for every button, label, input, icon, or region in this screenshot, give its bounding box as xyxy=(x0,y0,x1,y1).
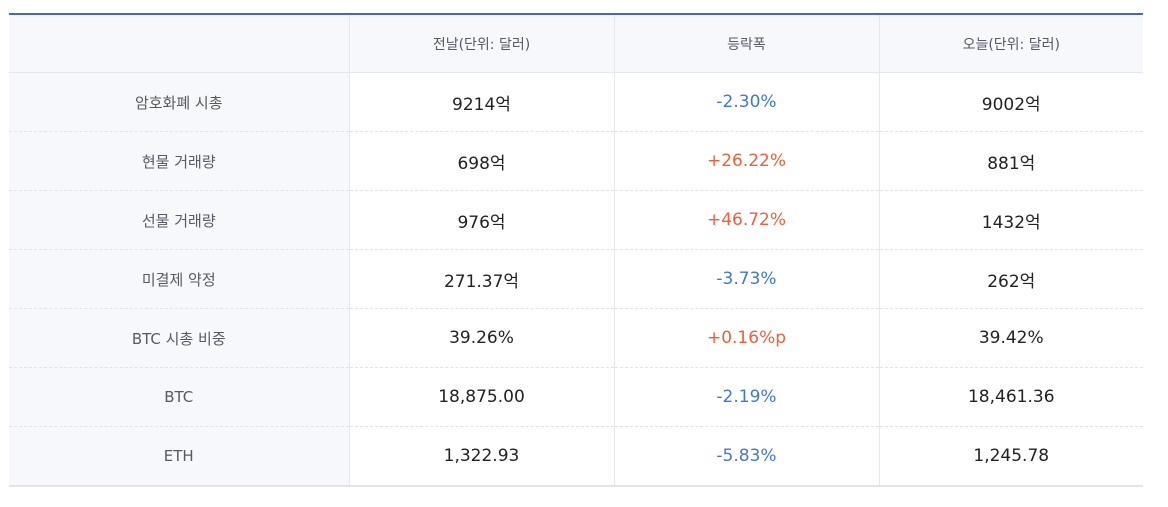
previous-value: 976억 xyxy=(348,190,614,250)
table-body: 암호화폐 시총 9214억 -2.30% 9002억 현물 거래량 698억 +… xyxy=(9,72,1143,486)
today-value: 1432억 xyxy=(878,190,1143,250)
table-row: 미결제 약정 271.37억 -3.73% 262억 xyxy=(9,249,1143,309)
today-value: 1,245.78 xyxy=(878,426,1143,486)
today-value: 39.42% xyxy=(878,308,1143,368)
crypto-market-table: 전날(단위: 달러) 등락폭 오늘(단위: 달러) 암호화폐 시총 9214억 … xyxy=(9,13,1143,487)
table-row: BTC 18,875.00 -2.19% 18,461.36 xyxy=(9,367,1143,427)
row-label: ETH xyxy=(9,426,349,486)
change-value: -2.19% xyxy=(613,367,879,427)
previous-value: 271.37억 xyxy=(348,249,614,309)
row-label: 선물 거래량 xyxy=(9,190,349,250)
header-item-column xyxy=(9,14,349,73)
table-row: ETH 1,322.93 -5.83% 1,245.78 xyxy=(9,426,1143,486)
header-change: 등락폭 xyxy=(613,14,879,73)
row-label: 현물 거래량 xyxy=(9,131,349,191)
previous-value: 1,322.93 xyxy=(348,426,614,486)
header-row: 전날(단위: 달러) 등락폭 오늘(단위: 달러) xyxy=(9,14,1143,73)
today-value: 9002억 xyxy=(878,72,1143,132)
table-row: BTC 시총 비중 39.26% +0.16%p 39.42% xyxy=(9,308,1143,368)
previous-value: 698억 xyxy=(348,131,614,191)
table-row: 현물 거래량 698억 +26.22% 881억 xyxy=(9,131,1143,191)
change-value: -3.73% xyxy=(613,249,879,309)
table-row: 선물 거래량 976억 +46.72% 1432억 xyxy=(9,190,1143,250)
change-value: +26.22% xyxy=(613,131,879,191)
change-value: -2.30% xyxy=(613,72,879,132)
header-today: 오늘(단위: 달러) xyxy=(878,14,1143,73)
crypto-market-table-container: 전날(단위: 달러) 등락폭 오늘(단위: 달러) 암호화폐 시총 9214억 … xyxy=(9,13,1143,487)
row-label: BTC xyxy=(9,367,349,427)
previous-value: 9214억 xyxy=(348,72,614,132)
header-previous-day: 전날(단위: 달러) xyxy=(348,14,614,73)
table-row: 암호화폐 시총 9214억 -2.30% 9002억 xyxy=(9,72,1143,132)
today-value: 18,461.36 xyxy=(878,367,1143,427)
table-header: 전날(단위: 달러) 등락폭 오늘(단위: 달러) xyxy=(9,14,1143,73)
previous-value: 18,875.00 xyxy=(348,367,614,427)
change-value: +0.16%p xyxy=(613,308,879,368)
change-value: -5.83% xyxy=(613,426,879,486)
today-value: 262억 xyxy=(878,249,1143,309)
change-value: +46.72% xyxy=(613,190,879,250)
previous-value: 39.26% xyxy=(348,308,614,368)
row-label: 미결제 약정 xyxy=(9,249,349,309)
row-label: BTC 시총 비중 xyxy=(9,308,349,368)
today-value: 881억 xyxy=(878,131,1143,191)
row-label: 암호화폐 시총 xyxy=(9,72,349,132)
